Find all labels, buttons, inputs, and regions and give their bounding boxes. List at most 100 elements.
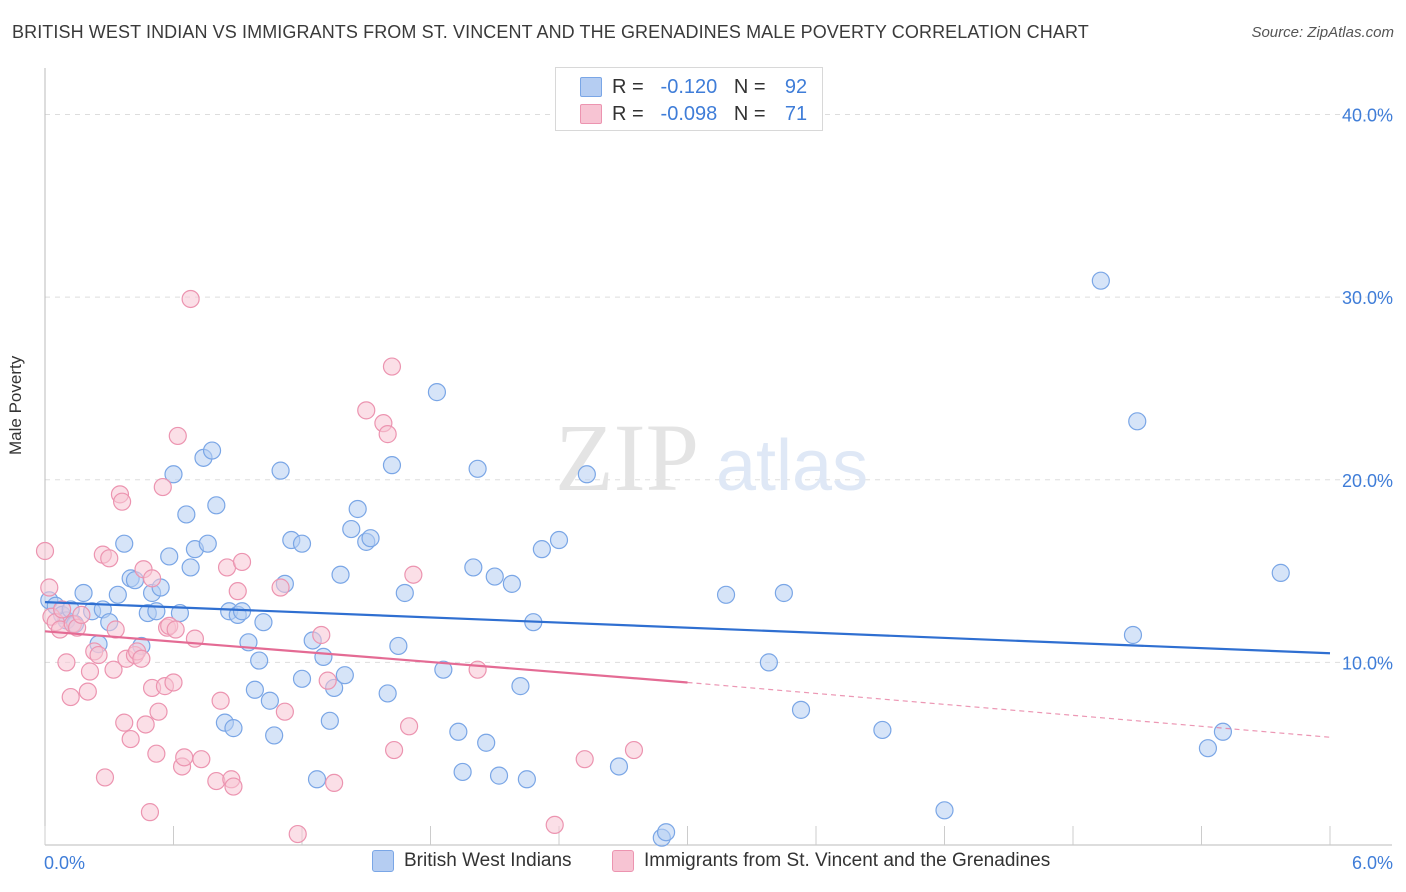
point-british-west-indian xyxy=(342,519,361,539)
watermark-zip: ZIP xyxy=(555,404,699,511)
point-british-west-indian xyxy=(389,636,408,656)
point-british-west-indian xyxy=(577,465,596,484)
point-st-vincent xyxy=(57,653,76,672)
n-label: N = xyxy=(733,102,766,125)
point-st-vincent xyxy=(53,600,72,619)
point-british-west-indian xyxy=(477,733,496,752)
point-british-west-indian xyxy=(207,496,226,515)
point-st-vincent xyxy=(357,401,376,420)
point-british-west-indian xyxy=(245,680,264,699)
point-st-vincent xyxy=(166,620,185,639)
point-british-west-indian xyxy=(1123,625,1143,645)
legend-row-blue: R = -0.120 N = 92 xyxy=(580,74,807,100)
point-british-west-indian xyxy=(532,540,551,559)
legend-item-blue: British West Indians xyxy=(372,850,572,872)
point-st-vincent xyxy=(575,750,594,769)
point-british-west-indian xyxy=(427,383,447,402)
point-st-vincent xyxy=(112,492,132,511)
point-st-vincent xyxy=(72,605,91,625)
point-st-vincent xyxy=(100,549,119,568)
point-st-vincent xyxy=(232,552,252,572)
point-british-west-indian xyxy=(549,530,569,550)
point-british-west-indian xyxy=(250,651,269,670)
r-label: R = xyxy=(612,102,644,125)
point-st-vincent xyxy=(132,649,151,668)
point-british-west-indian xyxy=(198,534,217,553)
chart-title: BRITISH WEST INDIAN VS IMMIGRANTS FROM S… xyxy=(12,22,1089,42)
source-label: Source: ZipAtlas.com xyxy=(1251,24,1394,41)
y-axis-label: Male Poverty xyxy=(6,355,25,455)
point-british-west-indian xyxy=(774,583,793,603)
point-british-west-indian xyxy=(464,558,483,577)
watermark: ZIP atlas xyxy=(555,404,868,511)
r-value: -0.098 xyxy=(660,102,718,125)
point-british-west-indian xyxy=(791,700,811,719)
point-st-vincent xyxy=(224,777,243,796)
point-st-vincent xyxy=(468,660,487,679)
x-tick-label-max: 6.0% xyxy=(1352,853,1393,873)
point-st-vincent xyxy=(89,645,108,665)
point-british-west-indian xyxy=(468,459,487,478)
series-british-west-indians xyxy=(40,271,1290,847)
y-tick-label: 40.0% xyxy=(1342,106,1393,126)
point-british-west-indian xyxy=(1271,563,1290,582)
point-st-vincent xyxy=(404,565,423,584)
point-british-west-indian xyxy=(873,720,892,740)
grid-lines xyxy=(45,114,1392,663)
point-st-vincent xyxy=(211,691,230,710)
point-st-vincent xyxy=(78,682,97,701)
tick-labels: 10.0% 20.0% 30.0% 40.0% 0.0% 6.0% xyxy=(44,106,1393,873)
y-tick-label: 30.0% xyxy=(1342,288,1393,308)
point-st-vincent xyxy=(149,702,168,721)
r-value: -0.120 xyxy=(660,75,718,98)
correlation-legend: R = -0.120 N = 92 R = -0.098 N = 71 xyxy=(555,67,823,131)
point-st-vincent xyxy=(228,582,247,601)
n-label: N = xyxy=(733,75,766,98)
point-british-west-indian xyxy=(1128,412,1147,431)
legend-row-pink: R = -0.098 N = 71 xyxy=(580,101,807,127)
point-st-vincent xyxy=(318,671,337,690)
point-st-vincent xyxy=(121,729,140,749)
point-british-west-indian xyxy=(292,534,312,553)
point-st-vincent xyxy=(378,425,397,444)
point-british-west-indian xyxy=(164,465,183,484)
point-british-west-indian xyxy=(434,660,453,679)
point-st-vincent xyxy=(312,625,331,645)
point-st-vincent xyxy=(140,803,160,822)
point-st-vincent xyxy=(207,771,226,791)
point-british-west-indian xyxy=(177,505,196,524)
point-british-west-indian xyxy=(115,534,134,553)
point-british-west-indian xyxy=(485,567,504,586)
point-british-west-indian xyxy=(265,726,284,745)
point-st-vincent xyxy=(61,687,80,707)
point-british-west-indian xyxy=(378,684,397,703)
point-british-west-indian xyxy=(1091,271,1110,290)
point-british-west-indian xyxy=(335,666,354,685)
trend-line-pink xyxy=(44,630,688,684)
point-st-vincent xyxy=(164,673,183,692)
point-st-vincent xyxy=(168,426,187,446)
point-st-vincent xyxy=(153,477,172,497)
point-british-west-indian xyxy=(314,647,333,667)
blue-swatch xyxy=(580,77,602,97)
point-british-west-indian xyxy=(511,677,530,696)
y-tick-label: 20.0% xyxy=(1342,471,1393,491)
r-label: R = xyxy=(612,75,644,98)
point-british-west-indian xyxy=(254,613,273,632)
point-st-vincent xyxy=(545,815,564,835)
point-british-west-indian xyxy=(1213,722,1233,741)
pink-swatch xyxy=(612,850,634,872)
point-british-west-indian xyxy=(160,547,179,566)
point-st-vincent xyxy=(104,660,123,679)
x-tick-label-min: 0.0% xyxy=(44,853,85,873)
watermark-atlas: atlas xyxy=(716,426,868,506)
trend-line-pink-dashed xyxy=(687,681,1331,738)
point-st-vincent xyxy=(95,768,115,787)
point-british-west-indian xyxy=(348,499,367,519)
point-british-west-indian xyxy=(759,653,778,672)
legend-label-pink: Immigrants from St. Vincent and the Gren… xyxy=(644,850,1051,871)
point-st-vincent xyxy=(142,569,162,588)
blue-swatch xyxy=(372,850,394,872)
point-st-vincent xyxy=(136,715,155,734)
legend-label-blue: British West Indians xyxy=(404,850,572,871)
